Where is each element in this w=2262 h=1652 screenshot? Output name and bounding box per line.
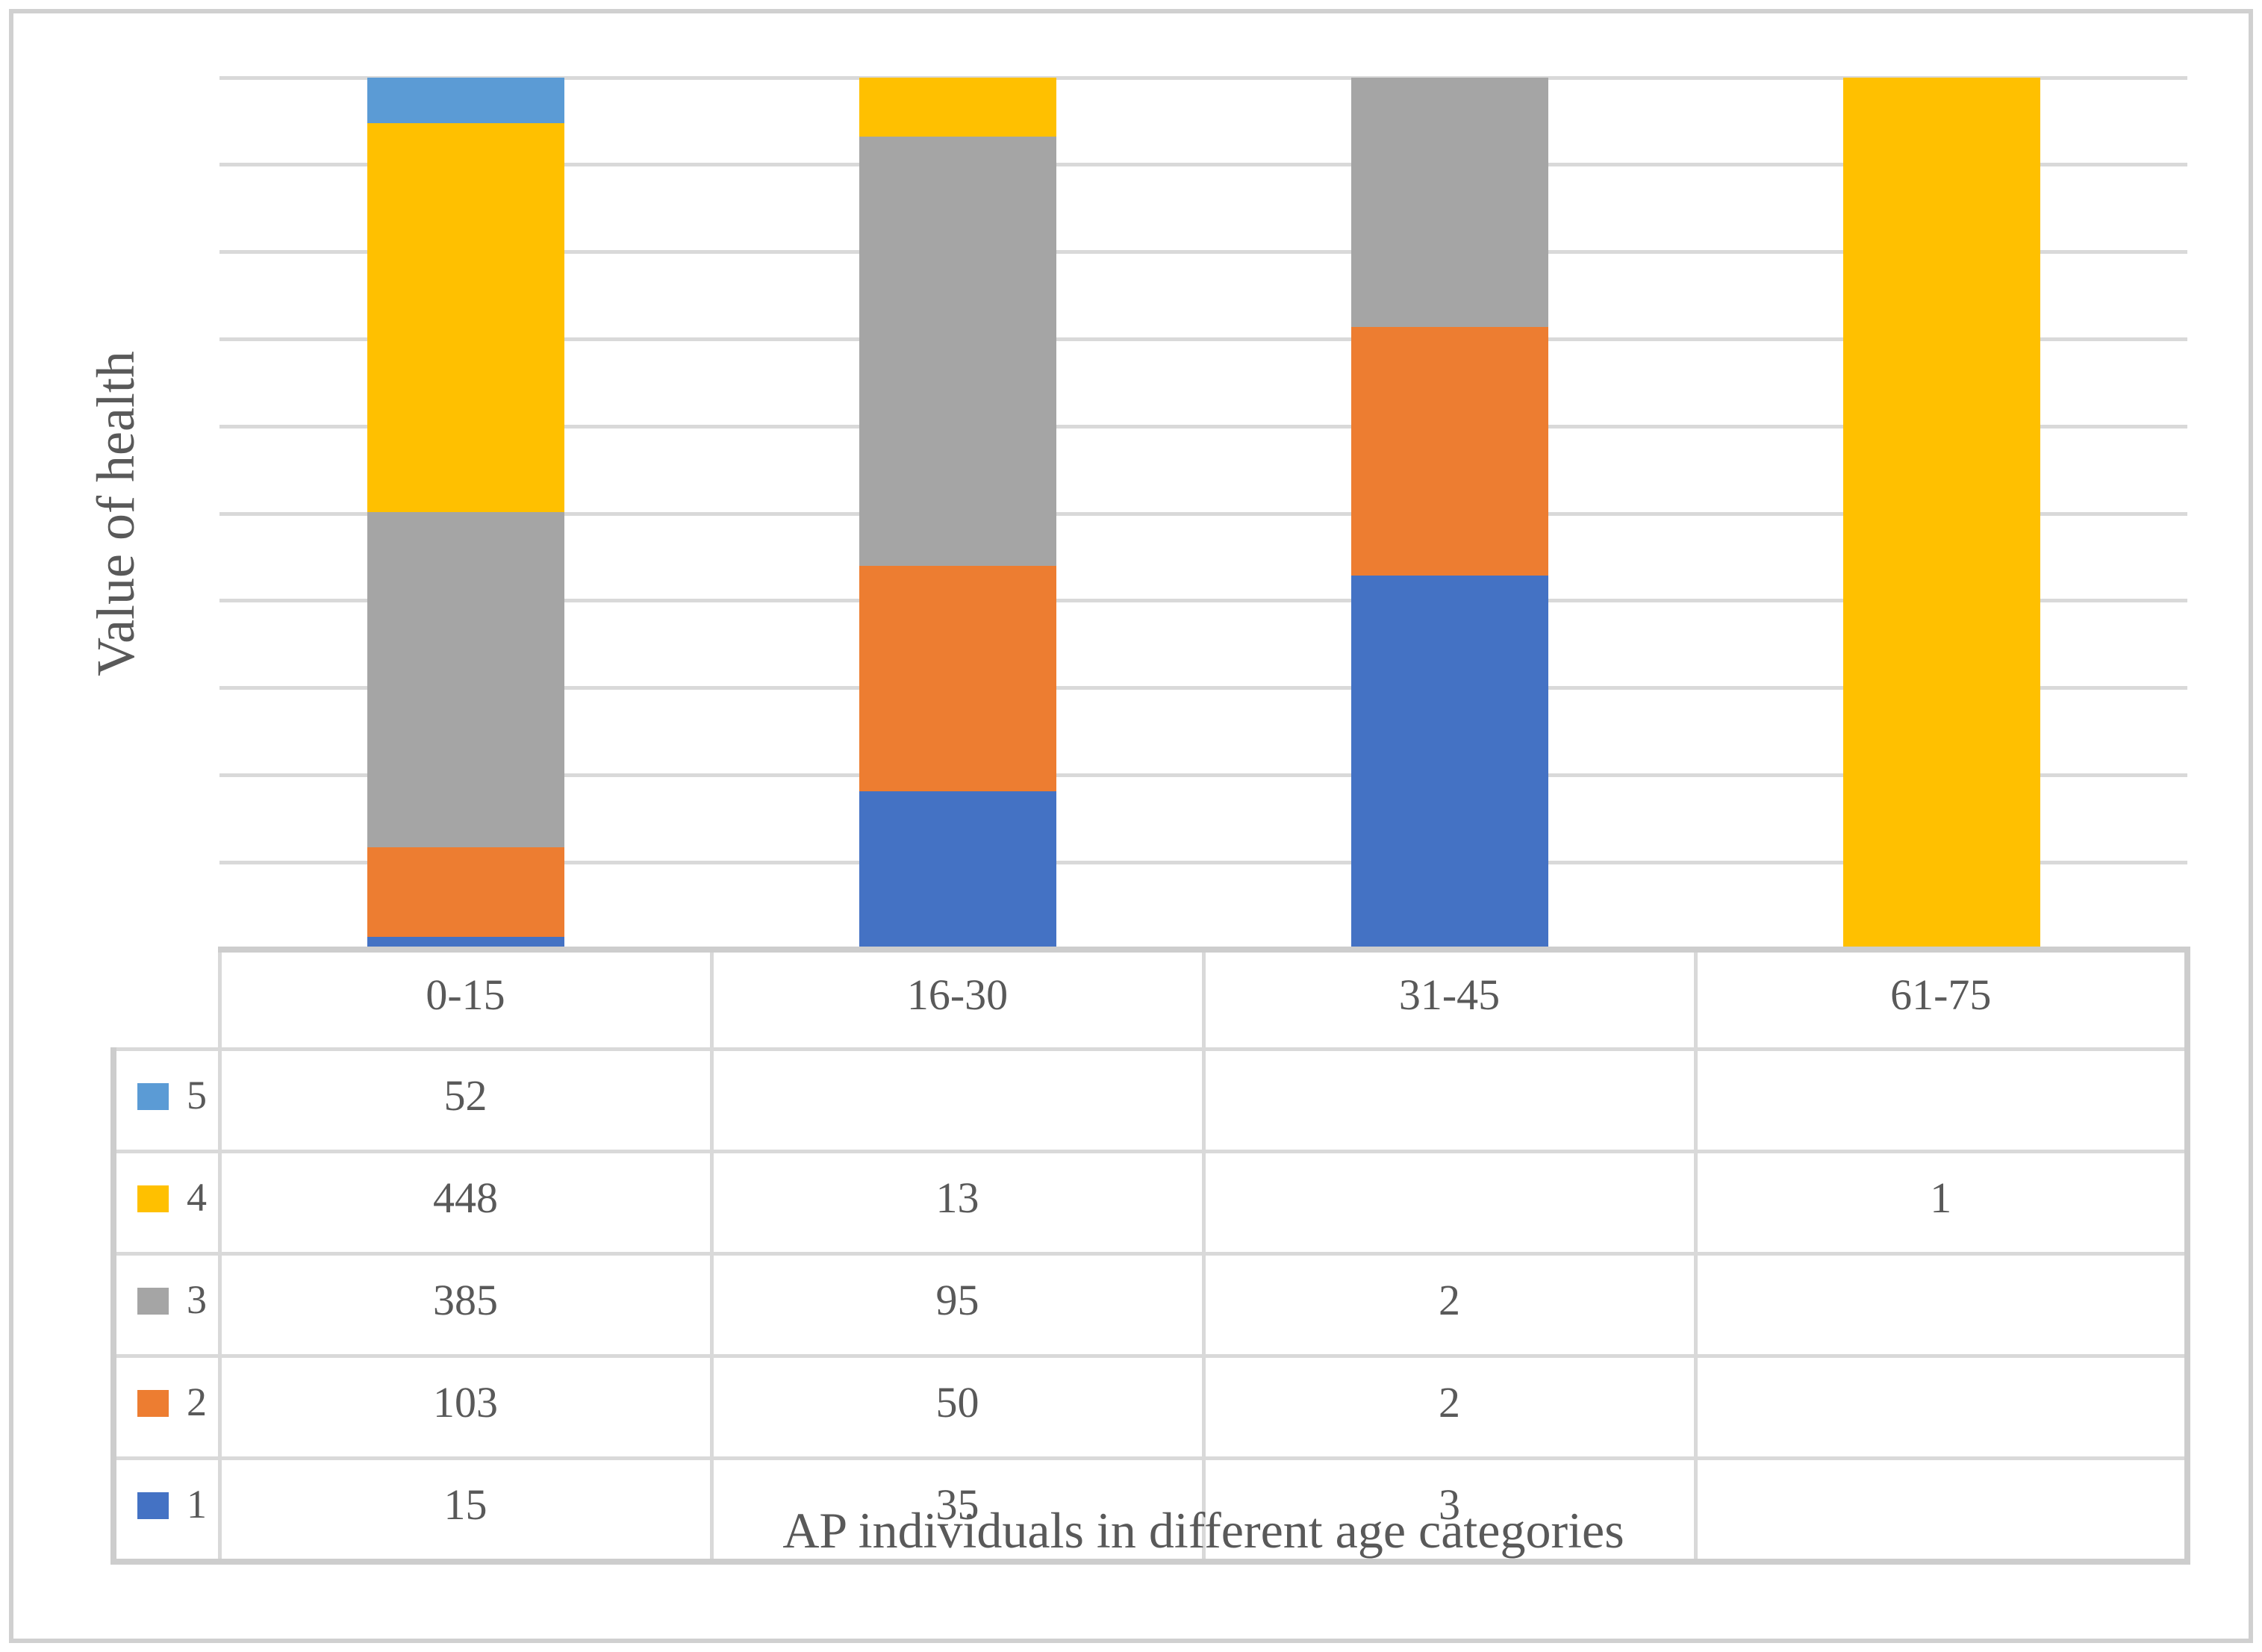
legend-label: 2 [187, 1380, 207, 1424]
legend-cell-series-5: 5 [111, 1047, 222, 1153]
value-cell-31-45-series-3: 2 [1201, 1252, 1698, 1358]
stacked-bar-0-15 [367, 78, 564, 950]
value-cell-0-15-series-2: 103 [217, 1354, 714, 1460]
legend-label: 5 [187, 1073, 207, 1118]
value-cell-61-75-series-2 [1693, 1354, 2190, 1460]
value-cell-61-75-series-1 [1693, 1456, 2190, 1564]
value-cell-16-30-series-3: 95 [709, 1252, 1206, 1358]
gridline [219, 250, 2187, 255]
bar-segment-16-30-series-4 [859, 78, 1056, 137]
legend-label: 3 [187, 1277, 207, 1322]
bar-segment-31-45-series-1 [1350, 576, 1548, 950]
value-cell-61-75-series-5 [1693, 1047, 2190, 1153]
chart-figure: Value of health 0-15 16-30 31-45 61-75 5 52 4 4… [9, 9, 2253, 1643]
data-table-body: 0-15 16-30 31-45 61-75 5 52 4 448 13 1 3 385 95 2 2 103… [111, 947, 2190, 1564]
legend-label: 4 [187, 1175, 207, 1220]
category-header-16-30: 16-30 [709, 947, 1206, 1051]
plot-area [219, 75, 2187, 952]
bar-segment-16-30-series-2 [859, 565, 1056, 792]
category-header-61-75: 61-75 [1693, 947, 2190, 1051]
value-cell-31-45-series-1: 3 [1201, 1456, 1698, 1564]
value-cell-16-30-series-5 [709, 1047, 1206, 1153]
category-header-0-15: 0-15 [217, 947, 714, 1051]
stacked-bar-61-75 [1842, 78, 2040, 950]
bar-segment-16-30-series-3 [859, 136, 1056, 566]
gridline [219, 599, 2187, 603]
stacked-bar-16-30 [859, 78, 1056, 950]
y-axis-title: Value of health [86, 351, 146, 676]
gridline [219, 773, 2187, 777]
legend-swatch-icon [137, 1389, 169, 1417]
gridline [219, 424, 2187, 428]
value-cell-0-15-series-3: 385 [217, 1252, 714, 1358]
table-corner-cell [113, 950, 222, 1051]
gridline [219, 511, 2187, 516]
table-row-series-1: 1 15 35 3 [111, 1456, 2190, 1564]
legend-swatch-icon [137, 1082, 169, 1110]
value-cell-0-15-series-5: 52 [217, 1047, 714, 1153]
value-cell-61-75-series-4: 1 [1693, 1150, 2190, 1256]
bar-segment-0-15-series-1 [367, 936, 564, 950]
value-cell-0-15-series-1: 15 [217, 1456, 714, 1564]
value-cell-16-30-series-2: 50 [709, 1354, 1206, 1460]
value-cell-31-45-series-5 [1201, 1047, 1698, 1153]
table-header-row: 0-15 16-30 31-45 61-75 [113, 947, 2190, 1051]
legend-cell-series-4: 4 [111, 1150, 222, 1256]
data-table: 0-15 16-30 31-45 61-75 5 52 4 448 13 1 3 385 95 2 2 103… [110, 947, 2190, 1565]
bar-segment-0-15-series-4 [367, 122, 564, 513]
gridline [219, 686, 2187, 691]
legend-cell-series-2: 2 [111, 1354, 222, 1460]
legend-swatch-icon [137, 1287, 169, 1315]
table-row-series-5: 5 52 [111, 1047, 2190, 1153]
legend-swatch-icon [137, 1492, 169, 1519]
value-cell-16-30-series-4: 13 [709, 1150, 1206, 1256]
category-header-31-45: 31-45 [1201, 947, 1698, 1051]
gridline [219, 75, 2187, 80]
value-cell-16-30-series-1: 35 [709, 1456, 1206, 1564]
legend-cell-series-3: 3 [111, 1252, 222, 1358]
bar-segment-31-45-series-3 [1350, 78, 1548, 327]
value-cell-61-75-series-3 [1693, 1252, 2190, 1358]
value-cell-0-15-series-4: 448 [217, 1150, 714, 1256]
table-row-series-4: 4 448 13 1 [111, 1150, 2190, 1256]
legend-label: 1 [187, 1482, 207, 1527]
bar-segment-0-15-series-5 [367, 78, 564, 123]
gridline [219, 860, 2187, 864]
bar-segment-16-30-series-1 [859, 791, 1056, 950]
bar-segment-0-15-series-2 [367, 847, 564, 937]
bar-segment-31-45-series-2 [1350, 326, 1548, 576]
bar-segment-61-75-series-4 [1842, 78, 2040, 950]
stacked-bar-31-45 [1350, 78, 1548, 950]
value-cell-31-45-series-4 [1201, 1150, 1698, 1256]
bar-segment-0-15-series-3 [367, 512, 564, 847]
gridline [219, 337, 2187, 341]
x-axis-title: AP individuals in different age categori… [782, 1502, 1624, 1559]
gridline [219, 163, 2187, 167]
table-row-series-2: 2 103 50 2 [111, 1354, 2190, 1460]
value-cell-31-45-series-2: 2 [1201, 1354, 1698, 1460]
legend-swatch-icon [137, 1185, 169, 1212]
legend-cell-series-1: 1 [111, 1456, 222, 1564]
table-row-series-3: 3 385 95 2 [111, 1252, 2190, 1358]
